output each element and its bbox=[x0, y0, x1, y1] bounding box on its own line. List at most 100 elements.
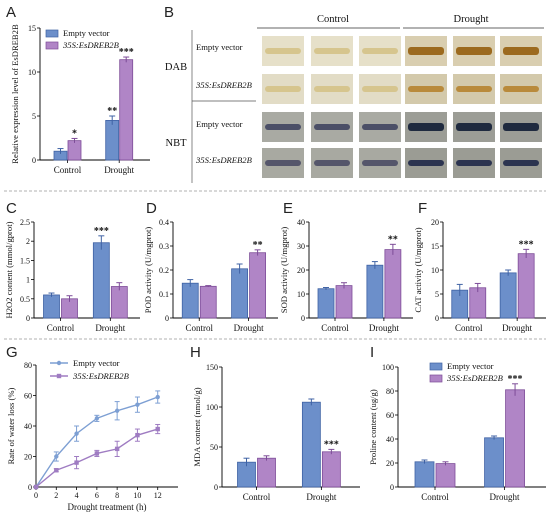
leaf-strip bbox=[265, 160, 301, 166]
data-point bbox=[135, 432, 140, 438]
y-tick-label: 0.4 bbox=[159, 218, 169, 227]
x-tick-label: Control bbox=[47, 323, 75, 333]
data-point bbox=[54, 454, 59, 459]
series-line bbox=[35, 428, 158, 488]
leaf-strip bbox=[503, 47, 539, 55]
leaf-strip bbox=[408, 123, 444, 131]
leaf-strip bbox=[265, 86, 301, 92]
data-point bbox=[135, 402, 140, 407]
bar bbox=[231, 268, 249, 319]
x-tick-label: 0 bbox=[34, 491, 38, 500]
y-tick-label: 40 bbox=[24, 422, 32, 431]
bar bbox=[257, 457, 276, 488]
y-tick-label: 10 bbox=[28, 68, 36, 77]
y-tick-label: 60 bbox=[24, 392, 32, 401]
y-tick-label: 40 bbox=[297, 218, 305, 227]
legend-swatch bbox=[45, 41, 59, 50]
y-tick-label: 0.2 bbox=[159, 266, 169, 275]
legend-label: 35S:EsDREB2B bbox=[72, 371, 130, 381]
leaf-strip bbox=[503, 123, 539, 131]
column-header-drought: Drought bbox=[454, 14, 489, 25]
y-tick-label: 1 bbox=[26, 276, 30, 285]
y-tick-label: 1.5 bbox=[20, 256, 30, 265]
bar bbox=[414, 461, 435, 488]
group-label-nbt: NBT bbox=[166, 138, 188, 149]
row-label-dab-overexpression: 35S:EsDREB2B bbox=[195, 80, 253, 90]
x-tick-label: Drought bbox=[104, 165, 134, 175]
bar bbox=[67, 140, 82, 161]
bar bbox=[335, 285, 353, 319]
y-tick-label: 20 bbox=[431, 218, 439, 227]
bar bbox=[484, 437, 504, 488]
significance-mark: *** bbox=[519, 239, 534, 250]
legend-label: 35S:EsDREB2B bbox=[62, 40, 120, 50]
significance-mark: *** bbox=[324, 439, 339, 450]
panel-label-c: C bbox=[6, 200, 17, 217]
y-tick-label: 0 bbox=[28, 483, 32, 492]
x-tick-label: Control bbox=[321, 323, 349, 333]
bar bbox=[469, 287, 487, 319]
y-tick-label: 10 bbox=[297, 290, 305, 299]
panel-label-f: F bbox=[418, 200, 427, 217]
bar bbox=[92, 242, 110, 319]
bar bbox=[384, 249, 402, 319]
bar bbox=[249, 252, 267, 319]
significance-mark: *** bbox=[94, 226, 109, 237]
panel-label-h: H bbox=[190, 344, 201, 361]
bar bbox=[321, 451, 341, 488]
bar bbox=[505, 389, 525, 488]
leaf-strip bbox=[456, 123, 492, 131]
data-point bbox=[114, 408, 120, 413]
leaf-strip bbox=[362, 48, 398, 54]
x-tick-label: 10 bbox=[133, 491, 141, 500]
data-point bbox=[155, 426, 160, 432]
leaf-strip bbox=[362, 160, 398, 166]
panel-b-staining: Control Drought DAB NBT Empty vector 35S… bbox=[165, 14, 544, 183]
y-axis-label: MDA content (nmol/g) bbox=[192, 387, 202, 466]
legend-swatch bbox=[429, 362, 443, 371]
y-tick-label: 0 bbox=[390, 483, 394, 492]
y-tick-label: 100 bbox=[206, 403, 218, 412]
x-axis-label: Drought treatment (h) bbox=[68, 502, 147, 512]
y-axis-label: Rate of water loss (%) bbox=[6, 387, 16, 464]
legend-swatch bbox=[45, 29, 59, 38]
y-axis-label: POD activity (U/mgprot) bbox=[143, 227, 153, 314]
group-label-dab: DAB bbox=[165, 62, 187, 73]
y-tick-label: 40 bbox=[386, 435, 394, 444]
significance-mark: ** bbox=[253, 240, 263, 251]
significance-mark: *** bbox=[119, 47, 134, 58]
chart-panel-a: 0 5 10 15 Relative expression level of EsDRE… bbox=[10, 24, 150, 175]
y-tick-label: 100 bbox=[382, 363, 394, 372]
data-point bbox=[94, 451, 100, 456]
y-tick-label: 80 bbox=[386, 387, 394, 396]
y-tick-label: 50 bbox=[210, 443, 218, 452]
x-tick-label: Drought bbox=[234, 323, 264, 333]
y-tick-label: 0 bbox=[301, 314, 305, 323]
bar bbox=[301, 401, 321, 488]
bar bbox=[43, 294, 60, 319]
y-axis-label: Proline content (ug/g) bbox=[368, 389, 378, 465]
y-tick-label: 5 bbox=[32, 112, 36, 121]
leaf-strip bbox=[314, 86, 350, 92]
legend-label: Empty vector bbox=[73, 358, 120, 368]
leaf-strip bbox=[408, 47, 444, 55]
y-tick-label: 0 bbox=[435, 314, 439, 323]
bar bbox=[119, 59, 134, 161]
chart-panel-e: 0 10 20 30 40 SOD activity (U/mgprot) Control D… bbox=[279, 218, 413, 333]
y-axis-label: CAT activity (U/mgprot) bbox=[413, 227, 423, 312]
leaf-strip bbox=[265, 48, 301, 54]
y-tick-label: 60 bbox=[386, 411, 394, 420]
y-tick-label: 0.3 bbox=[159, 242, 169, 251]
bar bbox=[181, 282, 199, 319]
y-tick-label: 150 bbox=[206, 363, 218, 372]
x-tick-label: Drought bbox=[95, 323, 125, 333]
y-tick-label: 2.5 bbox=[20, 218, 30, 227]
y-tick-label: 15 bbox=[431, 242, 439, 251]
x-tick-label: 4 bbox=[75, 491, 79, 500]
x-tick-label: 12 bbox=[154, 491, 162, 500]
leaf-strip bbox=[362, 124, 398, 130]
panel-label-g: G bbox=[6, 344, 18, 361]
significance-mark: *** bbox=[508, 374, 523, 385]
